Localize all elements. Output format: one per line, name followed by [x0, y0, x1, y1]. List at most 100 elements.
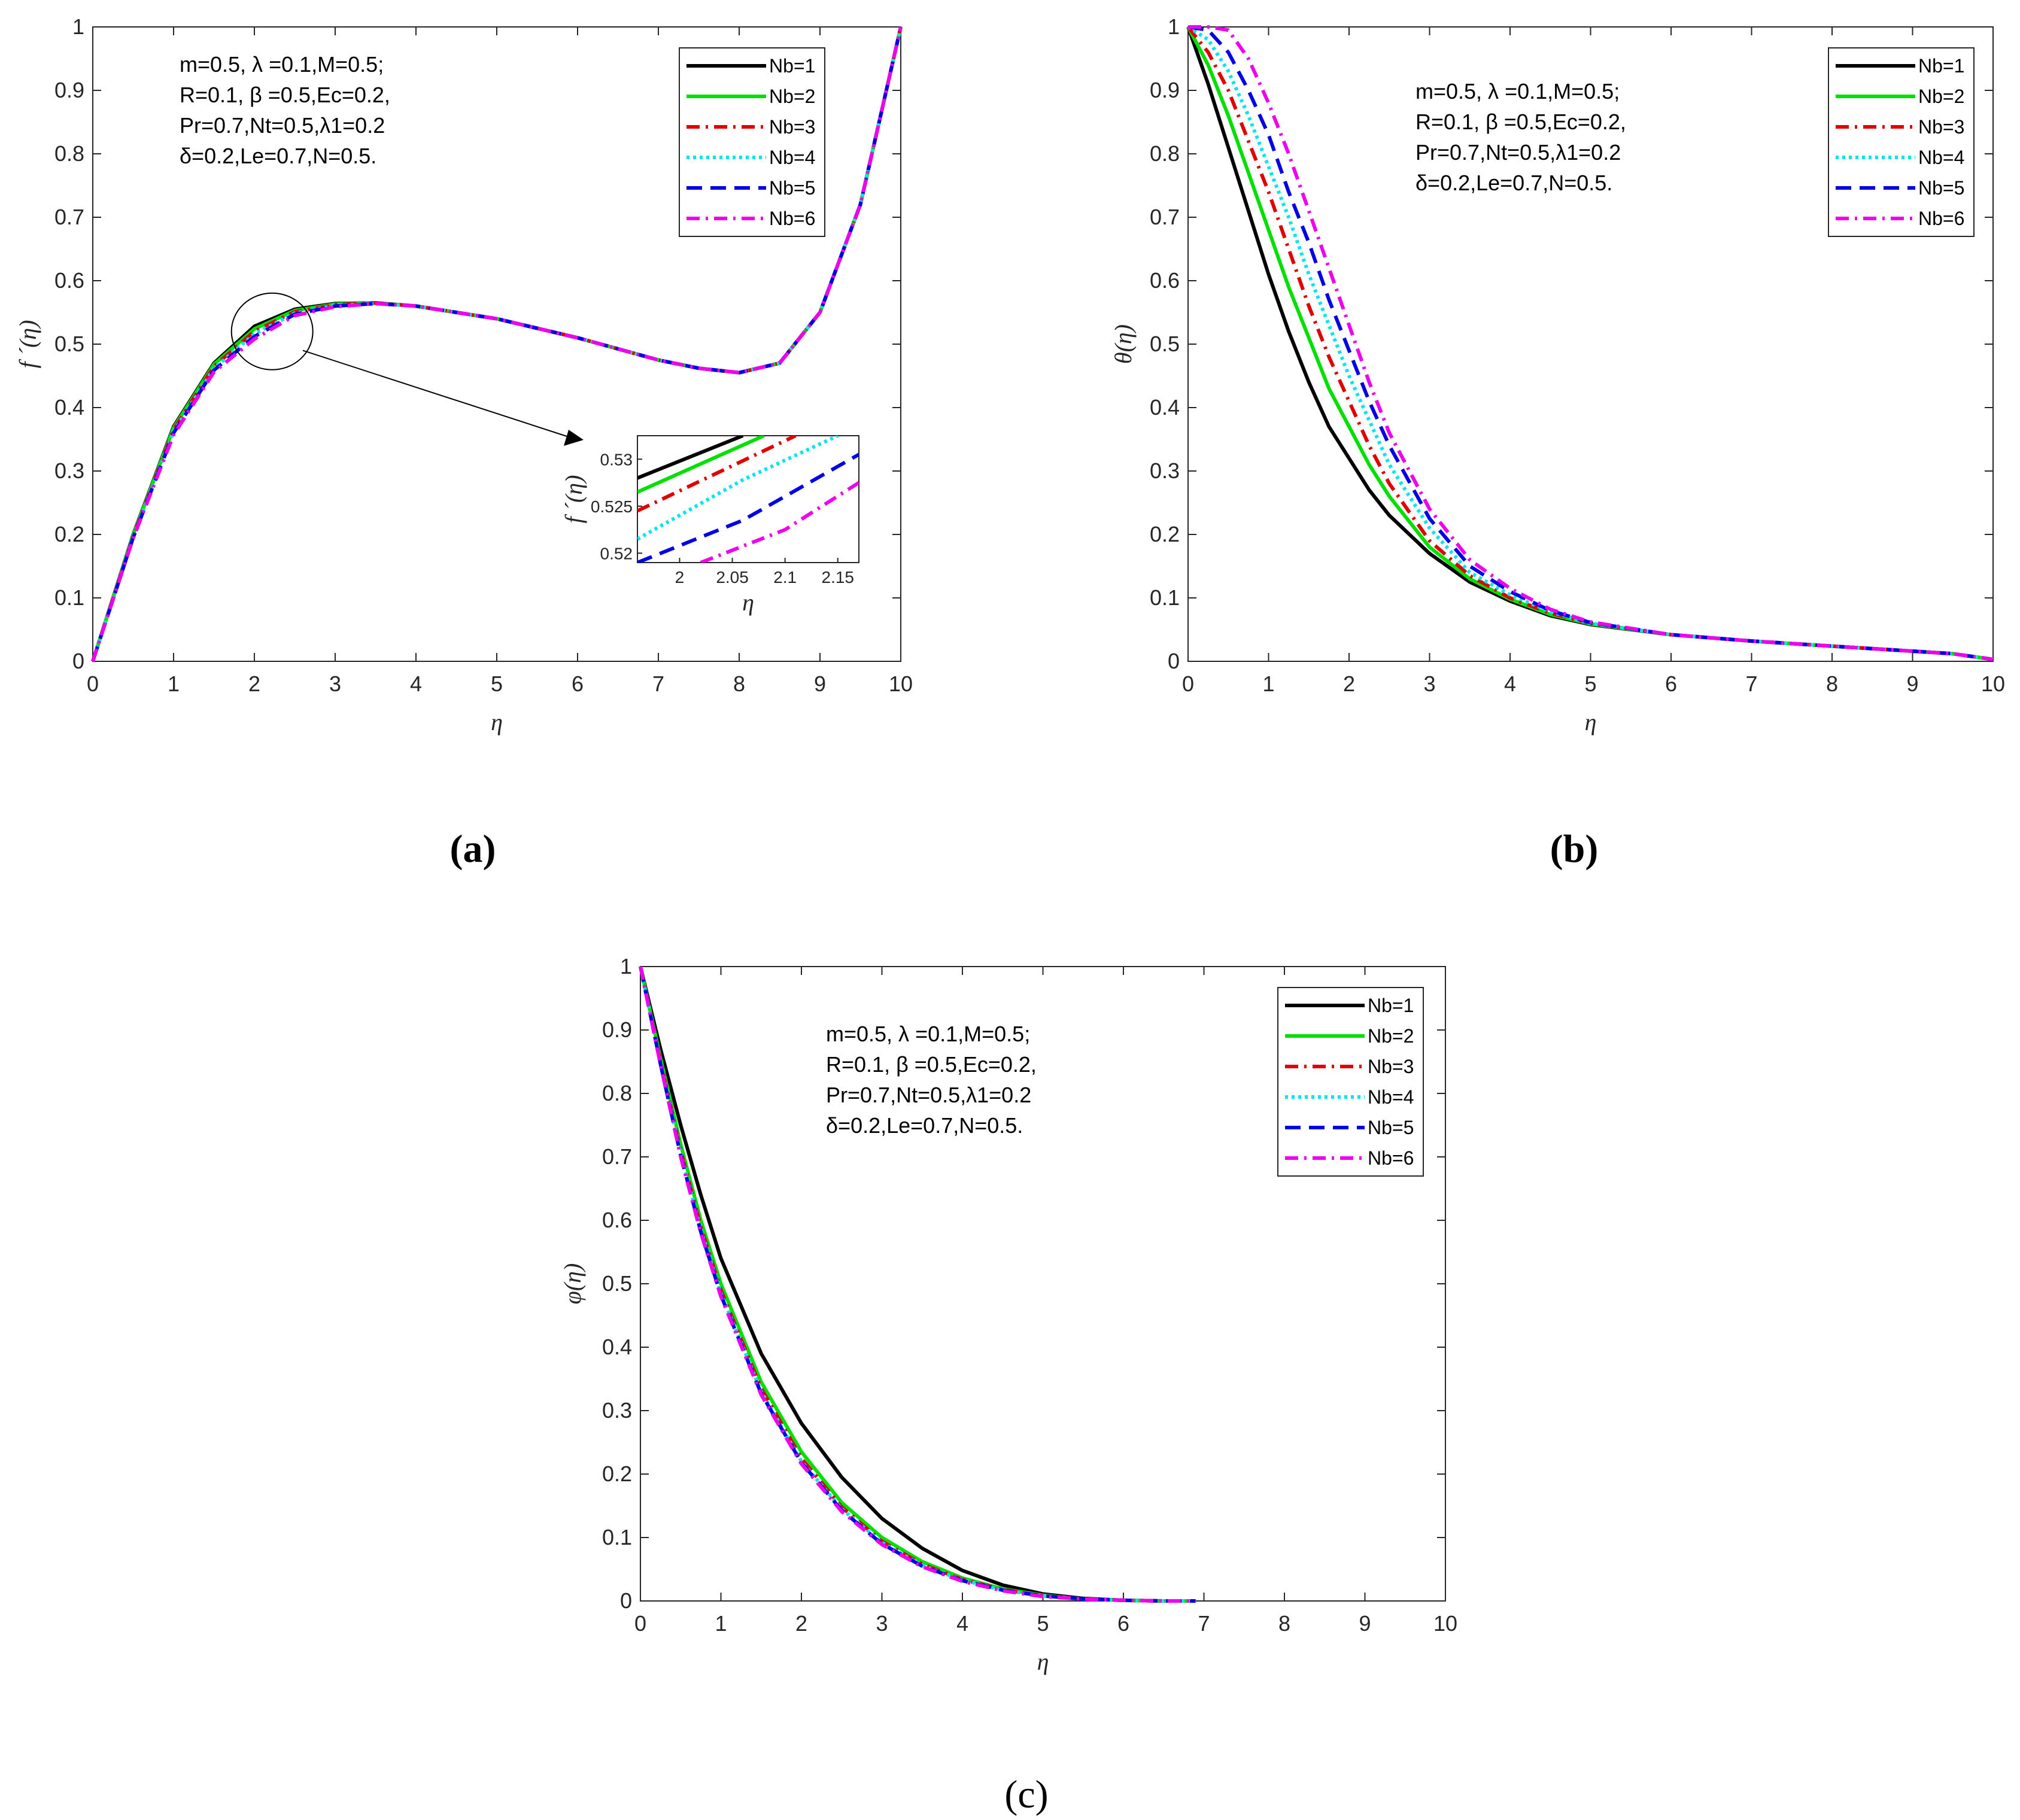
inset-series-line-nb-2 — [637, 436, 765, 494]
y-tick-label: 0.5 — [54, 332, 84, 356]
x-tick-label: 9 — [1359, 1611, 1371, 1636]
parameter-annotation-line: R=0.1, β =0.5,Ec=0.2, — [1415, 110, 1626, 134]
y-tick-label: 0.3 — [602, 1398, 632, 1423]
zoom-circle — [230, 292, 314, 370]
parameter-annotation-line: R=0.1, β =0.5,Ec=0.2, — [826, 1052, 1037, 1077]
x-tick-label: 7 — [1198, 1611, 1210, 1636]
inset-x-tick-label: 2.1 — [773, 568, 797, 587]
chart-panel-a: 0 1 2 3 4 5 6 7 8 9 10 0 0.1 0.2 0.3 0.4 0.5 0.6 0.7 0.8 0.9… — [14, 14, 913, 871]
panel-label: (a) — [450, 827, 496, 871]
parameter-annotation-line: Pr=0.7,Nt=0.5,λ1=0.2 — [1415, 140, 1621, 165]
x-tick-label: 0 — [87, 672, 99, 696]
x-tick-label: 8 — [1826, 672, 1838, 696]
legend: Nb=1 Nb=2 Nb=3 Nb=4 Nb=5 Nb=6 — [1828, 47, 1975, 237]
x-tick-label: 5 — [491, 672, 503, 696]
legend-label: Nb=5 — [1368, 1117, 1414, 1138]
y-tick-label: 0.9 — [1150, 78, 1180, 102]
x-tick-label: 8 — [733, 672, 745, 696]
y-axis-label: f ´(η) — [14, 320, 41, 369]
series-line-nb-6 — [1188, 25, 1994, 661]
zoom-arrow-line — [302, 350, 569, 437]
x-tick-label: 7 — [652, 672, 664, 696]
y-tick-label: 0.2 — [602, 1462, 632, 1486]
x-tick-label: 3 — [1423, 672, 1435, 696]
legend-label: Nb=6 — [1368, 1147, 1414, 1169]
y-tick-label: 0 — [72, 649, 84, 673]
inset-series-line-nb-1 — [637, 436, 744, 480]
x-tick-label: 0 — [634, 1611, 646, 1636]
x-tick-label: 4 — [1504, 672, 1516, 696]
y-tick-label: 0.9 — [54, 78, 84, 102]
x-tick-label: 3 — [329, 672, 341, 696]
y-tick-label: 0.4 — [1150, 395, 1180, 420]
x-tick-label: 7 — [1745, 672, 1757, 696]
x-tick-label: 4 — [956, 1611, 968, 1636]
parameter-annotation-line: m=0.5, λ =0.1,M=0.5; — [1415, 79, 1620, 104]
x-tick-label: 1 — [1262, 672, 1274, 696]
x-tick-label: 10 — [889, 672, 913, 696]
x-tick-label: 3 — [876, 1611, 888, 1636]
legend-label: Nb=6 — [1918, 208, 1964, 229]
x-tick-label: 6 — [1665, 672, 1677, 696]
y-tick-label: 0.2 — [54, 522, 84, 546]
legend: Nb=1 Nb=2 Nb=3 Nb=4 Nb=5 Nb=6 — [679, 47, 825, 237]
y-tick-label: 0.6 — [602, 1208, 632, 1232]
series-line-nb-6 — [639, 966, 1196, 1603]
legend-label: Nb=3 — [1918, 116, 1964, 138]
inset-x-axis-label: η — [742, 589, 754, 616]
inset-y-tick-label: 0.525 — [591, 497, 633, 516]
legend-box — [679, 47, 825, 237]
panel-label: (b) — [1550, 827, 1599, 871]
legend-label: Nb=2 — [769, 86, 815, 107]
x-tick-label: 5 — [1037, 1611, 1049, 1636]
x-tick-label: 5 — [1584, 672, 1596, 696]
inset-series-line-nb-5 — [637, 452, 859, 563]
y-tick-label: 0.3 — [1150, 458, 1180, 483]
legend-box — [1828, 47, 1975, 237]
y-tick-label: 0.1 — [1150, 585, 1180, 610]
chart-panel-c: 0 1 2 3 4 5 6 7 8 9 10 0 0.1 0.2 0.3 0.4 0.5 0.6 0.7 0.8 0.9… — [559, 954, 1457, 1816]
inset-series-line-nb-3 — [637, 436, 797, 513]
y-tick-label: 1 — [1168, 14, 1180, 39]
y-tick-label: 0.1 — [54, 585, 84, 610]
zoom-arrow-head — [564, 430, 584, 446]
y-tick-label: 0.7 — [602, 1144, 632, 1169]
inset-lines — [637, 436, 859, 563]
y-tick-label: 0.6 — [54, 268, 84, 293]
y-tick-label: 0.8 — [54, 141, 84, 166]
x-tick-label: 2 — [795, 1611, 807, 1636]
chart-panel-b: 0 1 2 3 4 5 6 7 8 9 10 0 0.1 0.2 0.3 0.4 0.5 0.6 0.7 0.8 0.9… — [1110, 14, 2005, 871]
inset-y-tick-label: 0.53 — [600, 450, 633, 469]
inset-series-line-nb-4 — [637, 436, 839, 541]
parameter-annotation-line: Pr=0.7,Nt=0.5,λ1=0.2 — [826, 1083, 1031, 1107]
x-tick-label: 9 — [814, 672, 826, 696]
inset-x-tick-label: 2 — [675, 568, 685, 587]
x-tick-label: 10 — [1433, 1611, 1457, 1636]
y-tick-label: 0.5 — [602, 1271, 632, 1296]
y-tick-label: 0 — [1168, 649, 1180, 673]
legend-label: Nb=4 — [1918, 147, 1964, 168]
y-tick-label: 0.9 — [602, 1017, 632, 1042]
inset-y-tick-label: 0.52 — [600, 544, 633, 563]
inset-y-axis-label: f ´(η) — [560, 475, 587, 524]
y-axis-label: φ(η) — [559, 1263, 586, 1305]
legend: Nb=1 Nb=2 Nb=3 Nb=4 Nb=5 Nb=6 — [1277, 987, 1424, 1177]
inset-x-tick-label: 2.05 — [716, 568, 749, 587]
zoom-inset: 2 2.05 2.1 2.15 0.52 0.525 0.53 η f ´(η) — [560, 435, 859, 616]
legend-label: Nb=5 — [769, 177, 815, 199]
x-tick-label: 4 — [410, 672, 422, 696]
parameter-annotation-line: m=0.5, λ =0.1,M=0.5; — [180, 52, 384, 77]
x-tick-label: 8 — [1278, 1611, 1290, 1636]
x-tick-label: 6 — [1117, 1611, 1129, 1636]
y-tick-label: 1 — [620, 954, 632, 979]
legend-label: Nb=3 — [1368, 1056, 1414, 1077]
x-tick-label: 1 — [168, 672, 180, 696]
x-tick-label: 10 — [1981, 672, 2005, 696]
legend-label: Nb=4 — [769, 147, 815, 168]
legend-label: Nb=1 — [769, 55, 815, 77]
legend-label: Nb=1 — [1918, 55, 1964, 77]
y-tick-label: 0.3 — [54, 458, 84, 483]
y-tick-label: 0.8 — [1150, 141, 1180, 166]
x-tick-label: 1 — [715, 1611, 727, 1636]
